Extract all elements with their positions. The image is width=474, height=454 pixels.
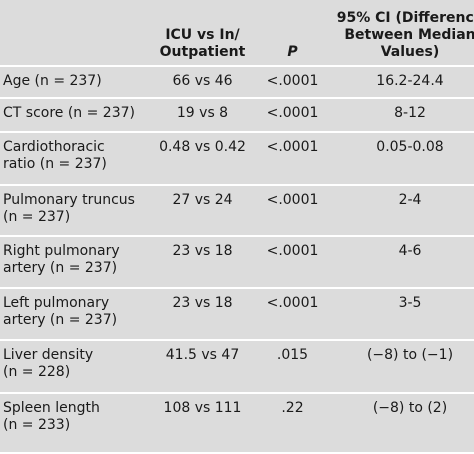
label-text: Pulmonary truncus [3, 192, 135, 208]
row-label: Liver density (n = 228) [0, 340, 150, 394]
table-cell: 41.5 vs 47 [150, 340, 255, 394]
cell-text: 23 vs 18 [172, 295, 233, 311]
cell-text: <.0001 [266, 105, 319, 121]
cell-text: 27 vs 24 [172, 192, 233, 208]
header-row: ICU vs In/Outpatient P 95% CI (Difference B… [0, 0, 474, 67]
header-text: ICU vs In/ [165, 27, 240, 43]
table-row: Spleen length (n = 233) 108 vs 111 .22 (−8) … [0, 393, 474, 454]
label-text: (n = 228) [3, 364, 71, 380]
table-cell: 23 vs 18 [150, 288, 255, 341]
cell-text: 2-4 [398, 192, 422, 208]
row-label: CT score (n = 237) [0, 98, 150, 133]
table-row: Right pulmonary artery (n = 237) 23 vs 18 <… [0, 236, 474, 289]
row-label: Left pulmonary artery (n = 237) [0, 288, 150, 341]
cell-text: 19 vs 8 [176, 105, 229, 121]
label-text: Cardiothoracic [3, 139, 105, 155]
cell-text: 4-6 [398, 243, 422, 259]
label-text: CT score (n = 237) [3, 105, 135, 121]
table-cell: <.0001 [255, 185, 330, 237]
table-cell: 19 vs 8 [150, 98, 255, 133]
header-cell: P [255, 0, 330, 67]
header-cell: 95% CI (Difference Between Median Values) [330, 0, 474, 67]
header-text: P [287, 44, 298, 60]
cell-text: 108 vs 111 [163, 400, 242, 416]
label-text: Right pulmonary [3, 243, 120, 259]
header-cell: ICU vs In/Outpatient [150, 0, 255, 67]
cell-text: (−8) to (−1) [366, 347, 454, 363]
cell-text: 23 vs 18 [172, 243, 233, 259]
table-cell: 27 vs 24 [150, 185, 255, 237]
table-cell: 8-12 [330, 98, 474, 133]
table-cell: .22 [255, 393, 330, 454]
header-text: Values) [380, 44, 440, 60]
table-cell: 3-5 [330, 288, 474, 341]
label-text: artery (n = 237) [3, 260, 118, 276]
cell-text: <.0001 [266, 295, 319, 311]
table-cell: 66 vs 46 [150, 66, 255, 99]
cell-text: 16.2-24.4 [376, 73, 444, 89]
cell-text: 8-12 [394, 105, 426, 121]
table-row: Pulmonary truncus (n = 237) 27 vs 24 <.0001… [0, 185, 474, 237]
table-cell: <.0001 [255, 66, 330, 99]
row-label: Spleen length (n = 233) [0, 393, 150, 454]
cell-text: 66 vs 46 [172, 73, 233, 89]
cell-text: <.0001 [266, 73, 319, 89]
table-cell: <.0001 [255, 132, 330, 186]
label-text: Liver density [3, 347, 94, 363]
header-text: Outpatient [159, 44, 246, 60]
table-cell: 108 vs 111 [150, 393, 255, 454]
table-cell: (−8) to (2) [330, 393, 474, 454]
header-cell [0, 0, 150, 67]
cell-text: 0.05-0.08 [376, 139, 444, 155]
table-cell: 2-4 [330, 185, 474, 237]
cell-text: 0.48 vs 0.42 [159, 139, 246, 155]
label-text: (n = 233) [3, 417, 71, 433]
label-text: (n = 237) [3, 209, 71, 225]
header-text: Between Median [344, 27, 474, 43]
label-text: artery (n = 237) [3, 312, 118, 328]
table-cell: .015 [255, 340, 330, 394]
cell-text: <.0001 [266, 139, 319, 155]
row-label: Age (n = 237) [0, 66, 150, 99]
cell-text: .22 [281, 400, 304, 416]
table-row: Cardiothoracic ratio (n = 237) 0.48 vs 0.4… [0, 132, 474, 186]
table-row: CT score (n = 237) 19 vs 8 <.0001 8-12 [0, 98, 474, 133]
header-text: 95% CI (Difference [336, 10, 474, 26]
table-row: Liver density (n = 228) 41.5 vs 47 .015 (−8)… [0, 340, 474, 394]
table-cell: 16.2-24.4 [330, 66, 474, 99]
table-cell: <.0001 [255, 98, 330, 133]
row-label: Right pulmonary artery (n = 237) [0, 236, 150, 289]
table-row: Age (n = 237) 66 vs 46 <.0001 16.2-24.4 [0, 66, 474, 99]
table-cell: <.0001 [255, 288, 330, 341]
label-text: Left pulmonary [3, 295, 110, 311]
table-cell: (−8) to (−1) [330, 340, 474, 394]
cell-text: (−8) to (2) [372, 400, 448, 416]
table-cell: <.0001 [255, 236, 330, 289]
table-cell: 0.48 vs 0.42 [150, 132, 255, 186]
cell-text: <.0001 [266, 192, 319, 208]
table-row: Left pulmonary artery (n = 237) 23 vs 18 <.… [0, 288, 474, 341]
table-cell: 0.05-0.08 [330, 132, 474, 186]
label-text: Spleen length [3, 400, 100, 416]
cell-text: <.0001 [266, 243, 319, 259]
cell-text: 41.5 vs 47 [165, 347, 240, 363]
table-cell: 4-6 [330, 236, 474, 289]
cell-text: .015 [276, 347, 309, 363]
table-cell: 23 vs 18 [150, 236, 255, 289]
row-label: Pulmonary truncus (n = 237) [0, 185, 150, 237]
label-text: Age (n = 237) [3, 73, 102, 89]
label-text: ratio (n = 237) [3, 156, 107, 172]
cell-text: 3-5 [398, 295, 422, 311]
row-label: Cardiothoracic ratio (n = 237) [0, 132, 150, 186]
